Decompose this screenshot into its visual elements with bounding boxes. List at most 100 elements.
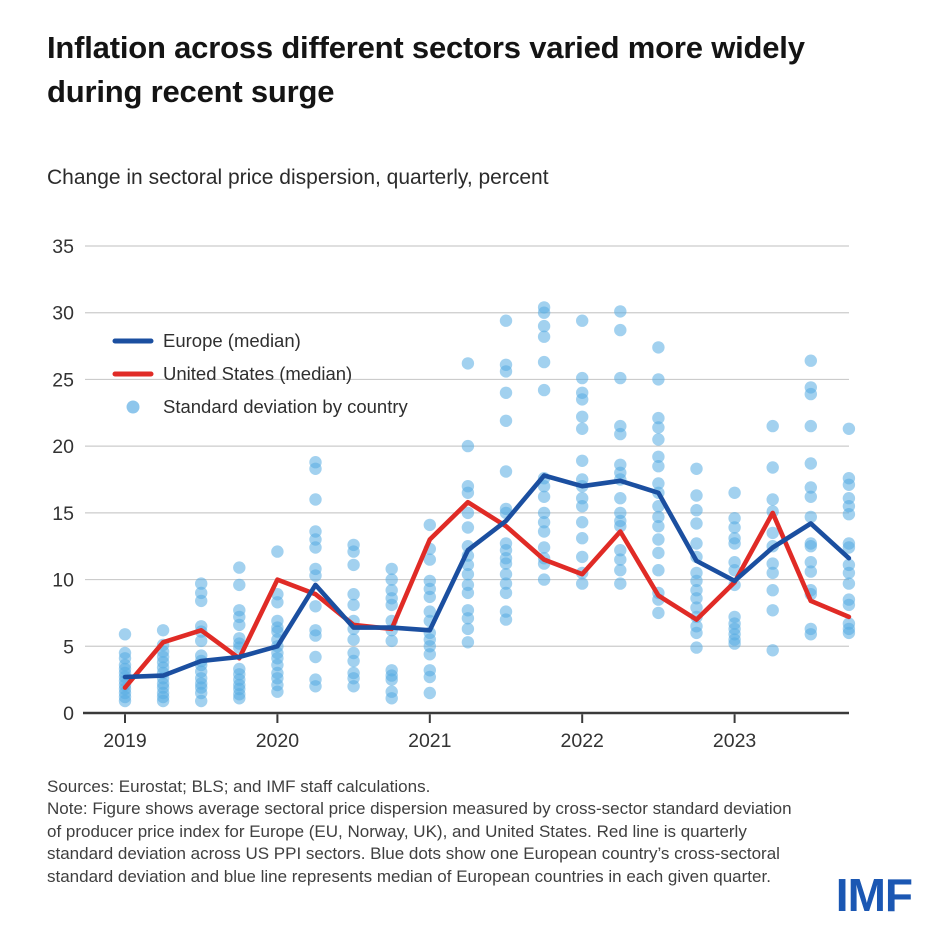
std-dev-dot (347, 588, 360, 601)
std-dev-dot (766, 461, 779, 474)
std-dev-dot (766, 604, 779, 617)
std-dev-dot (804, 481, 817, 494)
std-dev-dot (766, 419, 779, 433)
std-dev-dot (576, 532, 589, 545)
legend-europe-label: Europe (median) (163, 330, 301, 351)
std-dev-dot (804, 540, 817, 553)
std-dev-dot (804, 457, 817, 470)
std-dev-dot (614, 427, 627, 441)
std-dev-dot (652, 520, 665, 533)
std-dev-dot (347, 558, 360, 572)
figure-subtitle: Change in sectoral price dispersion, qua… (47, 166, 549, 189)
legend-stddev-label: Standard deviation by country (163, 396, 409, 417)
std-dev-dot (614, 305, 627, 318)
std-dev-dot (842, 478, 856, 491)
std-dev-dot (728, 637, 741, 650)
x-tick-label: 2022 (561, 730, 604, 752)
std-dev-dot (309, 650, 322, 664)
std-dev-dot (614, 577, 627, 590)
std-dev-dot (423, 553, 436, 566)
std-dev-dot (195, 577, 208, 590)
std-dev-dot (499, 557, 513, 570)
y-tick-label: 35 (52, 236, 74, 258)
std-dev-dot (423, 648, 436, 661)
std-dev-dot (499, 386, 513, 399)
std-dev-dot (804, 419, 817, 433)
std-dev-dot (652, 411, 665, 425)
std-dev-dot (423, 518, 436, 532)
std-dev-dot (576, 422, 589, 435)
std-dev-dot (195, 634, 208, 648)
std-dev-dot (423, 686, 436, 700)
std-dev-dot (842, 577, 856, 590)
std-dev-dot (423, 605, 436, 618)
std-dev-dot (461, 486, 475, 499)
std-dev-dot (614, 520, 627, 533)
note-text: Note: Figure shows average sectoral pric… (47, 799, 792, 886)
std-dev-dot (385, 598, 398, 612)
std-dev-dot (347, 654, 360, 668)
legend-us-label: United States (median) (163, 363, 352, 384)
std-dev-dot (233, 618, 246, 632)
std-dev-dot (804, 565, 817, 578)
std-dev-dot (271, 685, 284, 698)
y-tick-label: 15 (52, 503, 74, 525)
std-dev-dot (233, 561, 246, 574)
std-dev-dot (461, 568, 475, 581)
std-dev-dot (537, 525, 551, 538)
std-dev-dot (652, 510, 665, 524)
std-dev-dot (766, 584, 779, 597)
std-dev-dot (842, 508, 856, 521)
std-dev-dot (766, 566, 779, 580)
std-dev-dot (499, 577, 513, 590)
std-dev-dot (842, 626, 856, 640)
std-dev-dot (385, 573, 398, 586)
footnotes: Sources: Eurostat; BLS; and IMF staff ca… (47, 776, 792, 888)
std-dev-dot (576, 500, 589, 513)
std-dev-dot (766, 644, 779, 657)
std-dev-dot (842, 566, 856, 580)
std-dev-dot (347, 598, 360, 612)
std-dev-dot (385, 673, 398, 686)
y-tick-label: 20 (52, 436, 74, 458)
std-dev-dot (537, 383, 551, 397)
std-dev-dot (309, 680, 322, 693)
std-dev-dot (499, 414, 513, 427)
std-dev-dot (309, 462, 322, 475)
std-dev-dot (576, 371, 589, 385)
std-dev-dot (156, 694, 170, 708)
legend-stddev-swatch (126, 400, 140, 414)
std-dev-dot (537, 516, 551, 529)
std-dev-dot (461, 636, 475, 649)
std-dev-dot (461, 521, 475, 534)
std-dev-dot (614, 371, 627, 385)
std-dev-dot (690, 574, 703, 588)
std-dev-dot (690, 626, 703, 640)
figure-title: Inflation across different sectors varie… (47, 30, 805, 110)
std-dev-dot (576, 454, 589, 467)
std-dev-dot (804, 354, 817, 367)
std-dev-dot (309, 629, 322, 642)
std-dev-dot (423, 590, 436, 604)
y-tick-label: 30 (52, 303, 74, 325)
std-dev-dot (499, 365, 513, 378)
std-dev-dot (309, 541, 322, 554)
std-dev-dot (652, 564, 665, 577)
std-dev-dot (309, 569, 322, 582)
y-tick-label: 10 (52, 570, 74, 592)
std-dev-dot (576, 516, 589, 529)
std-dev-dot (804, 628, 817, 641)
std-dev-dot (652, 341, 665, 354)
std-dev-dot (728, 486, 741, 499)
std-dev-dot (461, 506, 475, 520)
std-dev-dot (652, 460, 665, 473)
std-dev-dot (766, 557, 779, 570)
y-tick-label: 0 (63, 703, 74, 725)
std-dev-dot (271, 596, 284, 609)
std-dev-dot (652, 533, 665, 546)
std-dev-dot (576, 314, 589, 327)
std-dev-dot (690, 592, 703, 605)
std-dev-dot (804, 387, 817, 401)
std-dev-dot (728, 521, 741, 534)
std-dev-dot (804, 490, 817, 503)
